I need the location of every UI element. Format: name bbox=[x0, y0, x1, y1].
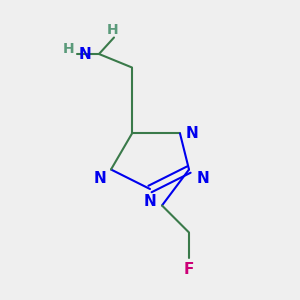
Text: N: N bbox=[196, 171, 209, 186]
Text: F: F bbox=[184, 262, 194, 278]
Text: H: H bbox=[63, 42, 74, 56]
Text: N: N bbox=[144, 194, 156, 208]
Text: N: N bbox=[79, 46, 92, 62]
Text: H: H bbox=[106, 22, 118, 37]
Text: N: N bbox=[94, 171, 106, 186]
Text: N: N bbox=[186, 126, 199, 141]
